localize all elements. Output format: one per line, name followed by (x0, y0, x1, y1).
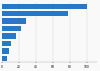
Bar (2, 26, 21, 31)
Bar (2, 56, 7, 61)
Bar (2, 41, 11, 46)
Bar (2, 33, 16, 39)
Bar (2, 48, 9, 54)
Bar (2, 18, 26, 24)
Bar (2, 4, 87, 9)
Bar (2, 11, 68, 16)
